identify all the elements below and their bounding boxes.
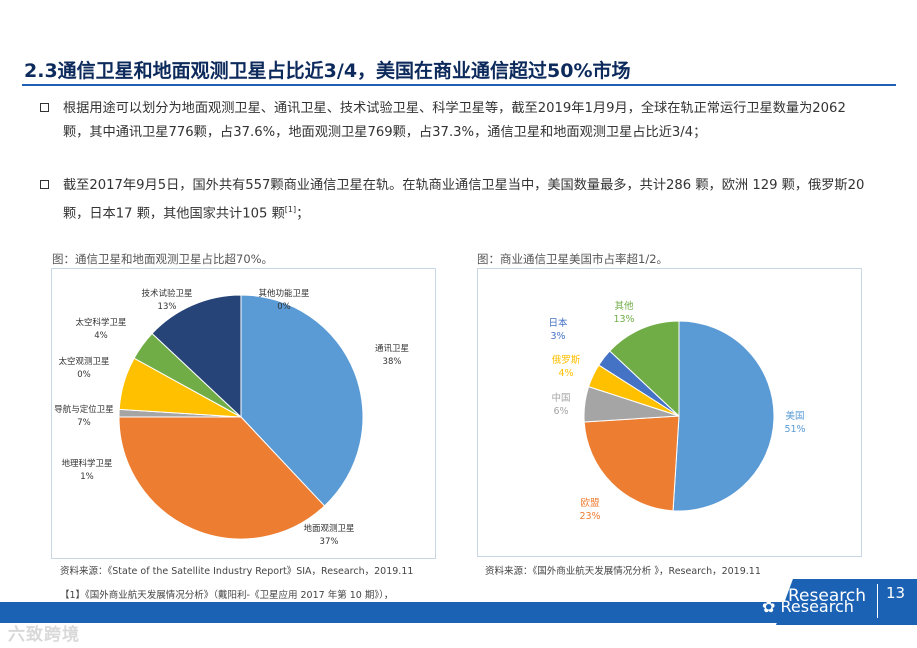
pie-slice-0-1: [118, 416, 326, 540]
pie-value-1-4: 3%: [550, 331, 565, 342]
bullet-2-body: 截至2017年9月5日，国外共有557颗商业通信卫星在轨。在轨商业通信卫星当中，…: [63, 178, 865, 222]
bullet-2-text: 截至2017年9月5日，国外共有557颗商业通信卫星在轨。在轨商业通信卫星当中，…: [63, 174, 870, 226]
bullet-2: 截至2017年9月5日，国外共有557颗商业通信卫星在轨。在轨商业通信卫星当中，…: [40, 174, 870, 226]
checkbox-square-icon: [40, 180, 49, 189]
chart-right-panel: 美国 51% 欧盟 23% 中国 6% 俄罗斯 4% 日本 3% 其他 13%: [477, 268, 862, 557]
footer-bar: [0, 602, 917, 623]
source-right: 资料来源：《国外商业航天发展情况分析 》，Research，2019.11: [485, 566, 761, 577]
pie-label-0-5: 太空科学卫星: [75, 317, 126, 328]
figure-left-caption: 图：通信卫星和地面观测卫星占比超70%。: [52, 252, 274, 266]
pie-label-0-7: 其他功能卫星: [258, 288, 309, 299]
page-title: 2.3通信卫星和地面观测卫星占比近3/4，美国在商业通信超过50%市场: [24, 60, 631, 82]
chart-left-svg: 通讯卫星 38% 地面观测卫星 37% 地理科学卫星 1% 导航与定位卫星 7% 太空观测卫星 0…: [54, 288, 409, 547]
pie-slice-1-5: [609, 320, 680, 418]
chart-left-panel: 通讯卫星 38% 地面观测卫星 37% 地理科学卫星 1% 导航与定位卫星 7% 太空观测卫星 0…: [51, 268, 436, 559]
bullet-1-text: 根据用途可以划分为地面观测卫星、通讯卫星、技术试验卫星、科学卫星等，截至2019…: [63, 101, 846, 140]
pie-label-0-6: 技术试验卫星: [141, 288, 192, 299]
pie-value-1-5: 13%: [613, 314, 634, 325]
pie-label-1-0: 美国: [785, 410, 804, 422]
page-number: 13: [886, 584, 906, 602]
brand-separator: [877, 584, 878, 618]
pie-value-1-3: 4%: [558, 368, 573, 379]
reference-note: 【1】《国外商业航天发展情况分析》（戴阳利-《卫星应用 2017 年第 10 期…: [60, 590, 394, 601]
pie-value-1-0: 51%: [784, 424, 805, 435]
pie-slice-0-6: [151, 294, 242, 419]
pie-value-0-2: 1%: [80, 472, 94, 482]
wechat-watermark: ✿ Research: [762, 597, 854, 616]
figure-right-caption: 图：商业通信卫星美国市占率超1/2。: [477, 252, 669, 266]
brand-box: [776, 579, 917, 625]
chart-right-svg: 美国 51% 欧盟 23% 中国 6% 俄罗斯 4% 日本 3% 其他 13%: [548, 300, 805, 522]
checkbox-square-icon: [40, 103, 49, 112]
title-underline: [22, 84, 896, 86]
wechat-icon: ✿: [762, 597, 776, 616]
pie-slice-0-0: [240, 294, 364, 507]
pie-value-0-7: 0%: [277, 302, 291, 312]
pie-value-0-6: 13%: [158, 302, 177, 312]
pie-value-1-2: 6%: [553, 406, 568, 417]
footnote-ref[interactable]: [1]: [284, 205, 297, 214]
pie-value-0-5: 4%: [94, 331, 108, 341]
pie-label-0-2: 地理科学卫星: [61, 458, 112, 469]
pie-label-1-4: 日本: [548, 317, 568, 329]
pie-slice-1-1: [583, 415, 680, 512]
pie-value-0-0: 38%: [383, 357, 402, 367]
pie-label-1-3: 俄罗斯: [552, 354, 581, 366]
pie-label-1-2: 中国: [551, 392, 570, 404]
wechat-account: Research: [780, 597, 854, 616]
pie-slice-1-0: [672, 320, 775, 512]
brand-logo-text: Research: [788, 586, 866, 606]
pie-label-0-0: 通讯卫星: [375, 343, 409, 354]
pie-value-0-1: 37%: [320, 537, 339, 547]
bullet-2-end: ；: [296, 206, 310, 222]
pie-value-0-4: 0%: [77, 370, 91, 380]
pie-label-1-1: 欧盟: [580, 497, 600, 509]
bullet-1: 根据用途可以划分为地面观测卫星、通讯卫星、技术试验卫星、科学卫星等，截至2019…: [40, 97, 870, 145]
watermark: 六致跨境: [8, 625, 80, 645]
pie-label-0-3: 导航与定位卫星: [54, 404, 114, 415]
pie-value-1-1: 23%: [579, 511, 600, 522]
pie-value-0-3: 7%: [77, 418, 91, 428]
pie-label-0-1: 地面观测卫星: [303, 523, 354, 534]
source-left: 资料来源：《State of the Satellite Industry Re…: [60, 566, 414, 577]
pie-label-0-4: 太空观测卫星: [58, 356, 109, 367]
pie-label-1-5: 其他: [614, 300, 634, 312]
